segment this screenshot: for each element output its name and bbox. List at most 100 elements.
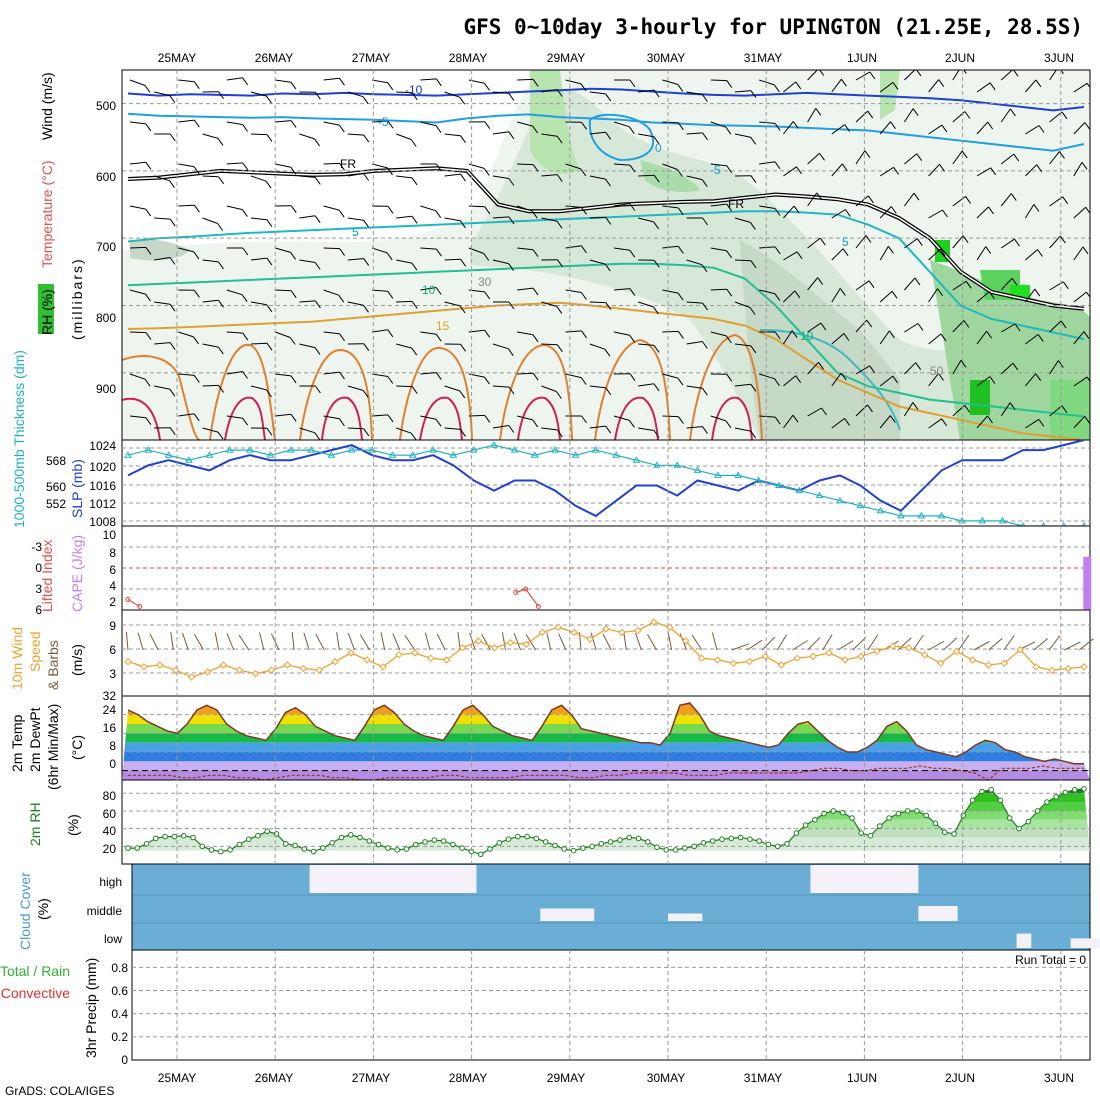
wind-barb bbox=[710, 247, 727, 252]
wind-barb bbox=[734, 383, 751, 387]
rh-point bbox=[700, 840, 707, 846]
wind10m-marker bbox=[299, 664, 308, 673]
wind-barb-flag bbox=[774, 331, 781, 340]
day-gridlines bbox=[176, 70, 1062, 1060]
cloud-gap bbox=[1070, 938, 1100, 948]
wind-barb-flag bbox=[986, 330, 993, 339]
wind-barb-flag bbox=[842, 248, 849, 256]
thickness-marker bbox=[612, 451, 621, 458]
wind10m-barb bbox=[973, 641, 990, 651]
rh-point bbox=[180, 832, 187, 839]
wind-barb bbox=[129, 205, 146, 210]
wind10m-barb bbox=[125, 632, 129, 651]
wind-barb-flag bbox=[677, 331, 684, 339]
wind-barb-flag bbox=[580, 245, 587, 254]
rh-point bbox=[914, 808, 920, 814]
wind-barb-flag bbox=[819, 237, 826, 246]
rh-point bbox=[774, 843, 781, 850]
thickness-marker bbox=[307, 446, 315, 453]
wind10m-marker bbox=[1064, 664, 1072, 673]
rh-point bbox=[654, 844, 660, 851]
wind-barb-flag bbox=[242, 77, 249, 86]
wind-barb-flag bbox=[702, 217, 709, 226]
wind-barb bbox=[250, 342, 268, 345]
wind-barb-flag bbox=[653, 345, 660, 353]
wind10m-barb bbox=[259, 632, 265, 651]
wind-barb bbox=[299, 133, 315, 140]
contour-label: 10 bbox=[800, 329, 814, 343]
wind-barb-flag bbox=[387, 414, 394, 423]
wind-barb bbox=[202, 217, 218, 224]
wind-barb bbox=[444, 385, 460, 392]
upper-ylabel-wind: Wind (m/s) bbox=[39, 72, 55, 140]
wind-barb-flag bbox=[653, 383, 660, 392]
wind-barb bbox=[226, 77, 243, 81]
temp-tick: 32 bbox=[103, 689, 117, 703]
wind-barb bbox=[807, 237, 821, 249]
temp-band bbox=[122, 752, 1090, 762]
thickness-marker bbox=[327, 451, 336, 458]
rh-point bbox=[812, 817, 818, 823]
wind-barb bbox=[444, 217, 461, 222]
wind-barb bbox=[1073, 415, 1086, 429]
slp-tick: 1008 bbox=[89, 515, 116, 529]
wind-barb bbox=[638, 217, 654, 223]
wind-barb bbox=[928, 163, 940, 177]
precip-panel: Run Total = 0 0 0.2 0.4 0.6 0.8 Total / … bbox=[0, 949, 1091, 1067]
wind-barb-flag bbox=[338, 418, 345, 427]
wind-barb bbox=[420, 372, 437, 375]
wind-barb-flag bbox=[629, 164, 636, 173]
wind-barb bbox=[879, 121, 891, 135]
wind-barb bbox=[589, 301, 606, 304]
wind10m-barb bbox=[194, 634, 204, 651]
wind-barb-flag bbox=[1081, 162, 1088, 170]
rh-point bbox=[171, 833, 178, 840]
wind-barb bbox=[734, 427, 751, 432]
wind-barb bbox=[226, 371, 243, 375]
wind-barb bbox=[154, 91, 170, 97]
wind-barb bbox=[1049, 320, 1062, 333]
wind-barb-flag bbox=[266, 219, 273, 227]
wind-barb bbox=[903, 108, 914, 123]
slp-thickness-series bbox=[124, 439, 1088, 529]
wind-barb bbox=[517, 121, 533, 127]
wind-barb-flag bbox=[145, 123, 152, 132]
wind-barb-flag bbox=[532, 79, 539, 87]
wind-barb bbox=[904, 70, 916, 81]
wind-barb-flag bbox=[819, 153, 825, 161]
wind-barb bbox=[323, 121, 340, 126]
rh-point bbox=[561, 846, 568, 852]
wind-barb-flag bbox=[774, 161, 781, 170]
wind-barb bbox=[976, 330, 987, 345]
wind-barb-flag bbox=[386, 252, 393, 261]
wind10m-barbs bbox=[125, 632, 1094, 651]
wind-barb-flag bbox=[677, 416, 684, 424]
wind-barb bbox=[807, 192, 818, 207]
wind-barb bbox=[662, 245, 679, 249]
wind10m-marker bbox=[650, 618, 658, 626]
wind-barb-flag bbox=[314, 347, 321, 355]
thickness-marker bbox=[144, 446, 153, 453]
wind10m-marker bbox=[809, 652, 817, 661]
rh-point bbox=[245, 836, 252, 843]
wind-barb bbox=[734, 259, 752, 262]
contour-label: 30 bbox=[478, 275, 492, 289]
wind-barb-flag bbox=[1036, 164, 1043, 172]
wind-barb bbox=[662, 330, 679, 333]
wind-barb bbox=[928, 373, 939, 387]
wind10m-barb bbox=[776, 634, 788, 651]
rh-band bbox=[122, 837, 1090, 851]
cloud-ylabel-unit: (%) bbox=[35, 898, 51, 920]
contour-label: FR bbox=[728, 197, 744, 211]
wind-barb bbox=[831, 124, 845, 135]
wind-barb-flag bbox=[750, 137, 757, 145]
wind-barb-flag bbox=[774, 378, 780, 386]
wind10m-marker bbox=[952, 647, 961, 656]
wind-barb-flag bbox=[841, 163, 848, 172]
wind-barb-flag bbox=[266, 342, 273, 351]
wind-barb-flag bbox=[266, 257, 273, 266]
wind-barb bbox=[976, 82, 991, 93]
wind10m-marker bbox=[522, 640, 531, 649]
wind10m-barb bbox=[852, 637, 867, 651]
wind-barb bbox=[759, 79, 775, 86]
